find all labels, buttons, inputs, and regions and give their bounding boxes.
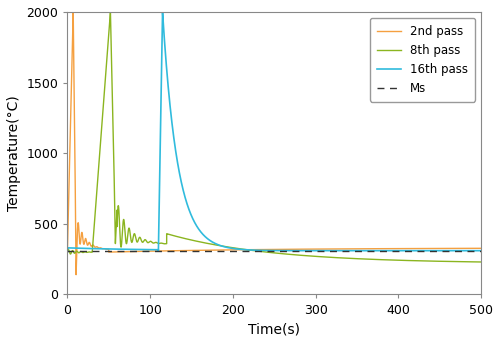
16th pass [64, 250, 70, 254]
16th pass [330, 249, 336, 253]
2nd pass [478, 246, 484, 250]
2nd pass [260, 247, 266, 251]
8th pass [452, 260, 458, 264]
2nd pass [168, 249, 173, 253]
Line: 2nd pass: 2nd pass [68, 12, 481, 275]
16th pass [314, 249, 320, 253]
16th pass [260, 248, 266, 252]
2nd pass [70, 10, 76, 14]
16th pass [452, 249, 458, 253]
Line: 16th pass: 16th pass [68, 12, 481, 252]
16th pass [160, 10, 166, 14]
8th pass [330, 256, 336, 260]
Ms [65, 249, 71, 253]
16th pass [168, 108, 173, 112]
8th pass [314, 255, 320, 259]
2nd pass [452, 246, 458, 250]
2nd pass [314, 247, 320, 251]
Y-axis label: Temperature(°C): Temperature(°C) [7, 95, 21, 211]
8th pass [108, 10, 114, 14]
X-axis label: Time(s): Time(s) [248, 322, 300, 336]
Ms [64, 249, 70, 253]
8th pass [360, 257, 366, 261]
16th pass [478, 249, 484, 253]
8th pass [478, 260, 484, 264]
2nd pass [73, 273, 79, 277]
16th pass [360, 249, 366, 253]
2nd pass [64, 250, 70, 254]
8th pass [64, 250, 70, 254]
2nd pass [330, 247, 336, 251]
Legend: 2nd pass, 8th pass, 16th pass, Ms: 2nd pass, 8th pass, 16th pass, Ms [370, 18, 475, 102]
Line: 8th pass: 8th pass [68, 12, 481, 262]
8th pass [168, 233, 173, 237]
2nd pass [360, 247, 366, 251]
8th pass [260, 250, 266, 254]
